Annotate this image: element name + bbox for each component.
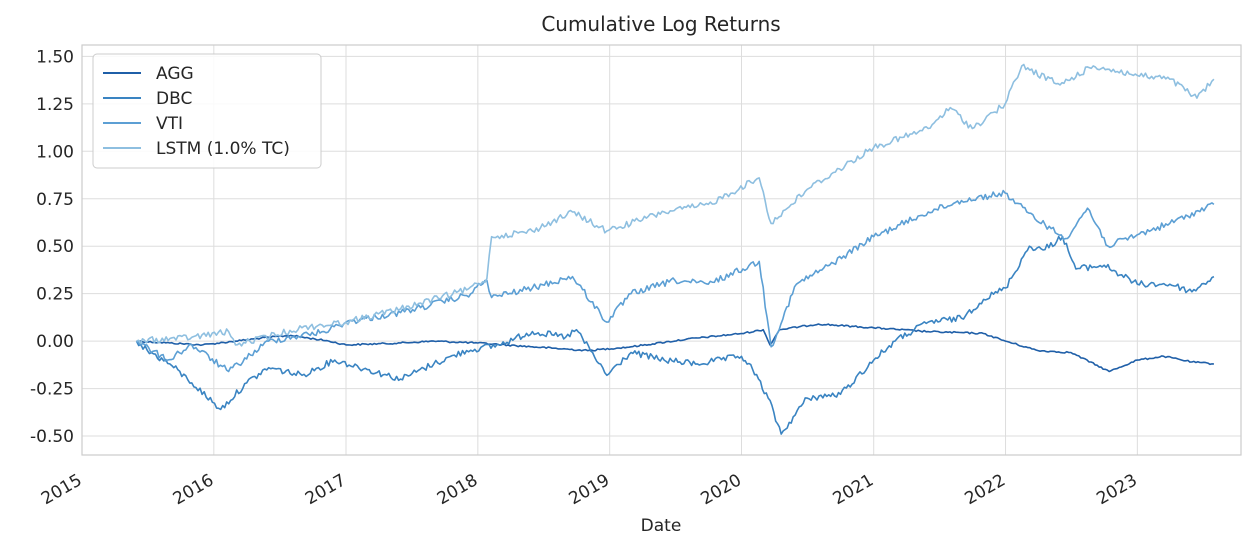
y-tick-label: -0.50	[30, 427, 74, 447]
legend-label: LSTM (1.0% TC)	[156, 139, 290, 159]
y-tick-label: 0.50	[36, 237, 74, 257]
plot-lines	[135, 63, 1215, 435]
y-tick-label: 1.00	[36, 142, 74, 162]
legend-box	[92, 53, 322, 169]
legend-label: AGG	[156, 64, 194, 84]
y-tick-label: 0.25	[36, 285, 74, 305]
legend-label: VTI	[156, 114, 183, 134]
y-tick-label: 1.50	[36, 47, 74, 67]
y-tick-label: -0.25	[30, 380, 74, 400]
x-axis-label: Date	[641, 516, 682, 536]
legend-label: DBC	[156, 89, 192, 109]
legend: AGG DBC VTI LSTM (1.0% TC)	[92, 53, 322, 169]
series-line-3	[136, 63, 1215, 347]
y-axis-ticks: -0.50 -0.25 0.00 0.25 0.50 0.75 1.00 1.25 1.50	[30, 47, 74, 447]
chart-title: Cumulative Log Returns	[541, 12, 780, 36]
plot-frame	[81, 44, 1242, 456]
y-tick-label: 0.00	[36, 332, 74, 352]
series-line-0	[136, 323, 1214, 373]
y-tick-label: 0.75	[36, 190, 74, 210]
series-line-1	[135, 235, 1215, 435]
y-tick-label: 1.25	[36, 95, 74, 115]
series-line-2	[135, 189, 1215, 373]
